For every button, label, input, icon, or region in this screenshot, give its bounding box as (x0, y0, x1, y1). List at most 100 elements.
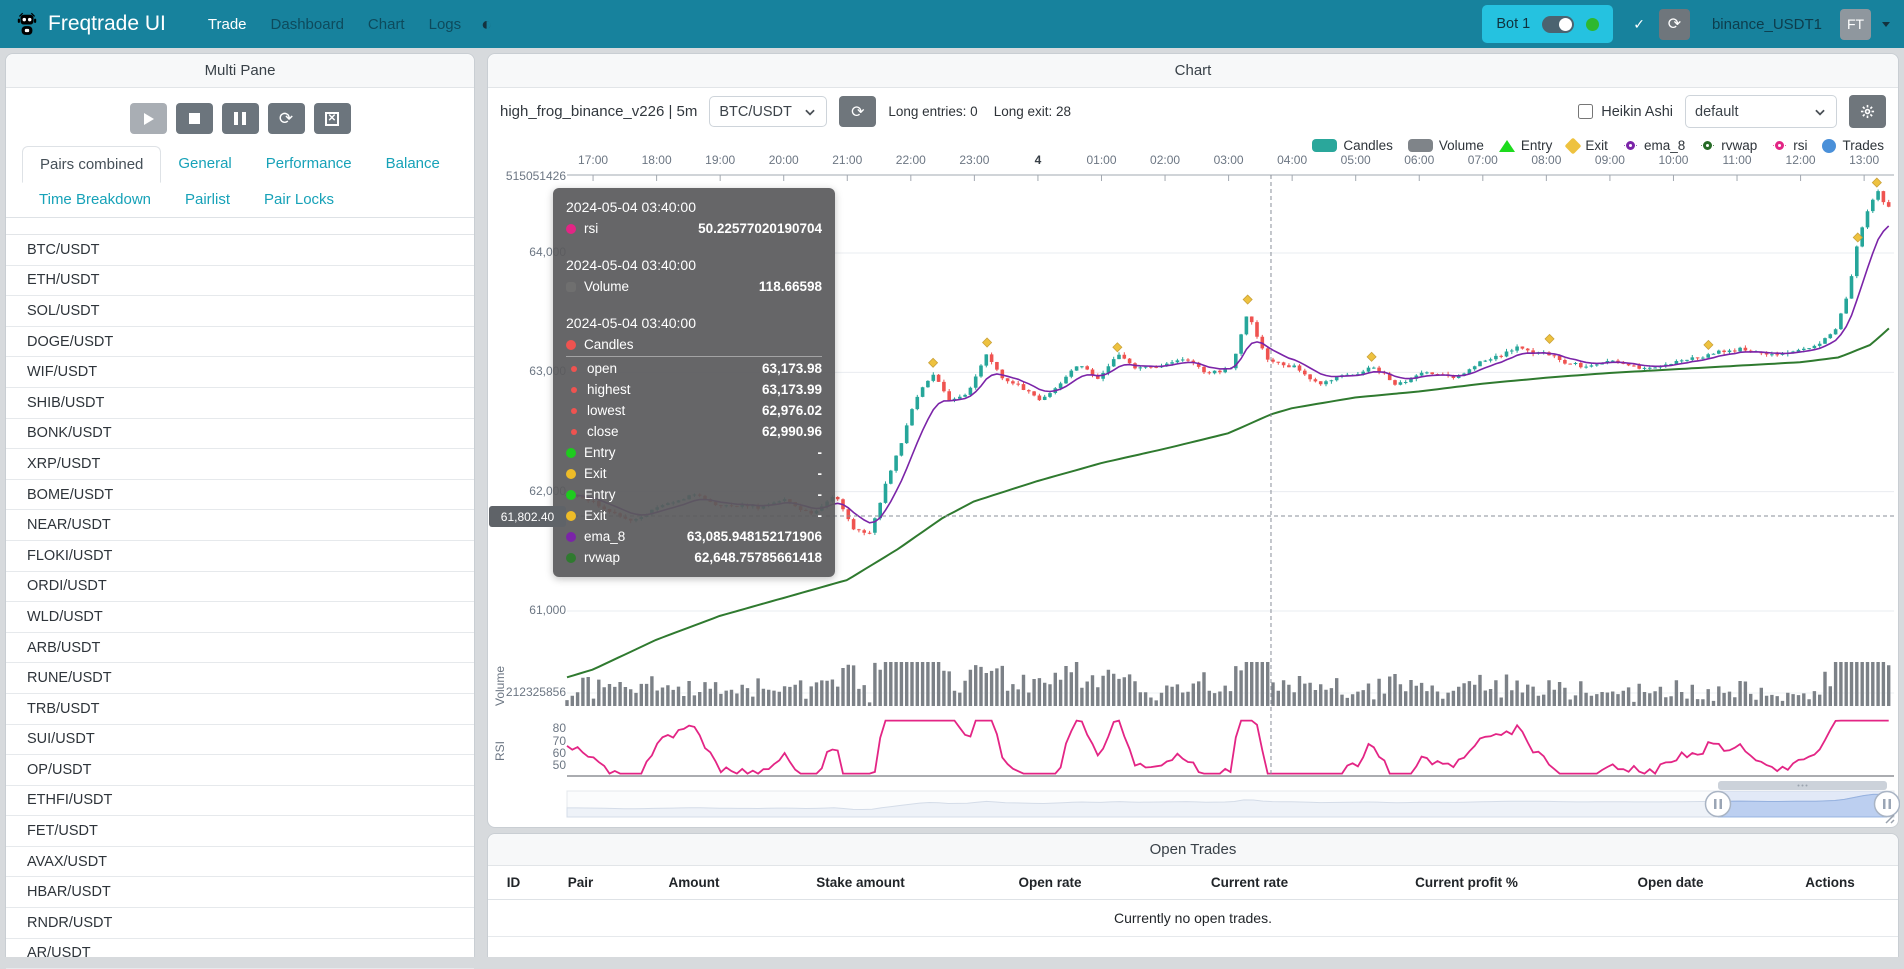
legend-item-rsi[interactable]: rsi (1772, 138, 1807, 153)
pair-list-item[interactable]: OP/USDT (6, 755, 474, 786)
tooltip-row-lowest: lowest 62,976.02 (566, 400, 822, 421)
pair-list-item[interactable]: TRB/USDT (6, 694, 474, 725)
pair-list-item[interactable]: AR/USDT (6, 939, 474, 969)
theme-toggle-icon[interactable]: ◐ (481, 13, 493, 34)
price-tick-label: 61,000 (529, 602, 566, 617)
time-tick-label: 13:00 (1849, 153, 1880, 167)
pair-list-item[interactable]: HBAR/USDT (6, 877, 474, 909)
pair-list-item[interactable]: BTC/USDT (6, 235, 474, 266)
play-button[interactable] (129, 103, 167, 134)
pair-list-item[interactable]: ORDI/USDT (6, 572, 474, 603)
pair-list-item[interactable]: DOGE/USDT (6, 327, 474, 358)
navigator-handle-left[interactable] (1704, 790, 1732, 818)
tab-time-breakdown[interactable]: Time Breakdown (39, 191, 151, 208)
chevron-down-icon (805, 109, 816, 116)
chevron-down-icon[interactable] (1882, 21, 1890, 27)
navigator-handle-right[interactable] (1873, 790, 1900, 818)
tooltip-marker (566, 489, 576, 500)
stop-button[interactable] (175, 103, 213, 134)
legend-item-rvwap[interactable]: rvwap (1700, 138, 1757, 153)
nav-item-trade[interactable]: Trade (207, 15, 247, 33)
open-trades-panel: Open Trades ID Pair Amount Stake amount Open… (487, 833, 1899, 957)
chart-refresh-button[interactable]: ⟳ (839, 96, 877, 127)
multi-pane-tabs-row1: Pairs combined General Performance Balance (6, 146, 474, 183)
legend-ring-icon (1703, 141, 1713, 150)
tooltip-label: Entry (584, 487, 616, 502)
pair-list-item[interactable]: AVAX/USDT (6, 847, 474, 878)
chart-panel: Chart high_frog_binance_v226 | 5m BTC/US… (487, 53, 1900, 829)
pair-list-item[interactable]: RUNE/USDT (6, 663, 474, 694)
legend-item-volume[interactable]: Volume (1407, 138, 1484, 153)
multi-pane-panel: Multi Pane ⟳ ✕ Pairs combined General Perf… (5, 53, 475, 969)
price-chart[interactable] (488, 141, 1900, 829)
pair-list-item[interactable]: FLOKI/USDT (6, 541, 474, 572)
legend-item-candles[interactable]: Candles (1312, 138, 1393, 153)
pair-list-item[interactable]: SUI/USDT (6, 725, 474, 756)
brand[interactable]: Freqtrade UI (14, 11, 166, 37)
tooltip-label: highest (587, 382, 631, 397)
pair-list-item[interactable]: WLD/USDT (6, 602, 474, 633)
nav-item-logs[interactable]: Logs (428, 15, 462, 33)
toggle-knob (1559, 17, 1573, 31)
forceexit-button[interactable]: ✕ (313, 103, 351, 134)
legend-item-entry[interactable]: Entry (1498, 138, 1552, 153)
tooltip-section: 2024-05-04 03:40:00 Volume 118.66598 (566, 255, 822, 297)
plot-settings-button[interactable] (1849, 95, 1886, 128)
pair-list-item[interactable]: BOME/USDT (6, 480, 474, 511)
tooltip-marker (566, 552, 576, 563)
tooltip-row-exit: Exit - (566, 505, 822, 526)
legend-item-exit[interactable]: Exit (1564, 137, 1608, 154)
pair-list-item[interactable]: FET/USDT (6, 816, 474, 847)
bot-selector[interactable]: Bot 1 (1482, 5, 1614, 43)
bot-toggle[interactable] (1542, 15, 1575, 33)
pair-select[interactable]: BTC/USDT (709, 96, 828, 127)
plot-config-select[interactable]: default (1685, 95, 1837, 128)
pair-list-item[interactable]: RNDR/USDT (6, 908, 474, 939)
refresh-button[interactable]: ⟳ (1658, 8, 1690, 40)
volume-pane-label: Volume (493, 665, 507, 707)
pair-list-item[interactable]: WIF/USDT (6, 357, 474, 388)
legend-label: rsi (1793, 138, 1808, 153)
tab-performance[interactable]: Performance (265, 155, 352, 172)
column-header-open-date: Open date (1637, 875, 1704, 890)
tooltip-marker (571, 365, 577, 372)
tooltip-label: rsi (584, 221, 599, 236)
tooltip-label: rvwap (584, 550, 621, 565)
pair-list-item[interactable]: SHIB/USDT (6, 388, 474, 419)
tab-pairlist[interactable]: Pairlist (185, 191, 231, 208)
nav-item-chart[interactable]: Chart (367, 15, 405, 33)
pair-list-item[interactable]: XRP/USDT (6, 449, 474, 480)
tab-balance[interactable]: Balance (385, 155, 440, 172)
tooltip-timestamp: 2024-05-04 03:40:00 (566, 199, 696, 215)
brand-title: Freqtrade UI (48, 12, 166, 35)
legend-ring-icon (1625, 141, 1635, 150)
pair-list: BTC/USDT ETH/USDT SOL/USDT DOGE/USDT WIF/USD… (6, 234, 474, 969)
tooltip-marker (566, 510, 576, 521)
reload-icon: ⟳ (278, 109, 294, 128)
legend-label: Exit (1585, 138, 1608, 153)
tab-pair-locks[interactable]: Pair Locks (264, 191, 335, 208)
avatar[interactable]: FT (1840, 8, 1871, 40)
reload-button[interactable]: ⟳ (267, 103, 305, 134)
time-tick-label: 10:00 (1658, 153, 1689, 167)
pair-list-item[interactable]: ETH/USDT (6, 266, 474, 297)
rsi-tick-label: 60 (552, 746, 566, 760)
heikin-ashi-checkbox[interactable] (1578, 104, 1594, 119)
time-tick-label: 03:00 (1213, 153, 1244, 167)
tab-general[interactable]: General (178, 155, 232, 172)
pair-list-item[interactable]: ARB/USDT (6, 633, 474, 664)
legend-item-trades[interactable]: Trades (1822, 138, 1884, 153)
legend-item-ema_8[interactable]: ema_8 (1623, 138, 1685, 153)
tooltip-row-ema_8: ema_8 63,085.948152171906 (566, 526, 822, 547)
pair-list-item[interactable]: BONK/USDT (6, 419, 474, 450)
tooltip-marker (566, 447, 576, 458)
nav-item-dashboard[interactable]: Dashboard (270, 15, 344, 33)
tab-pairs-combined[interactable]: Pairs combined (22, 146, 162, 183)
pause-button[interactable] (221, 103, 259, 134)
pair-list-item[interactable]: ETHFI/USDT (6, 786, 474, 817)
tooltip-marker (566, 531, 576, 542)
pair-list-item[interactable]: NEAR/USDT (6, 510, 474, 541)
time-tick-label: 17:00 (578, 153, 609, 167)
tooltip-divider (566, 356, 822, 357)
pair-list-item[interactable]: SOL/USDT (6, 296, 474, 327)
